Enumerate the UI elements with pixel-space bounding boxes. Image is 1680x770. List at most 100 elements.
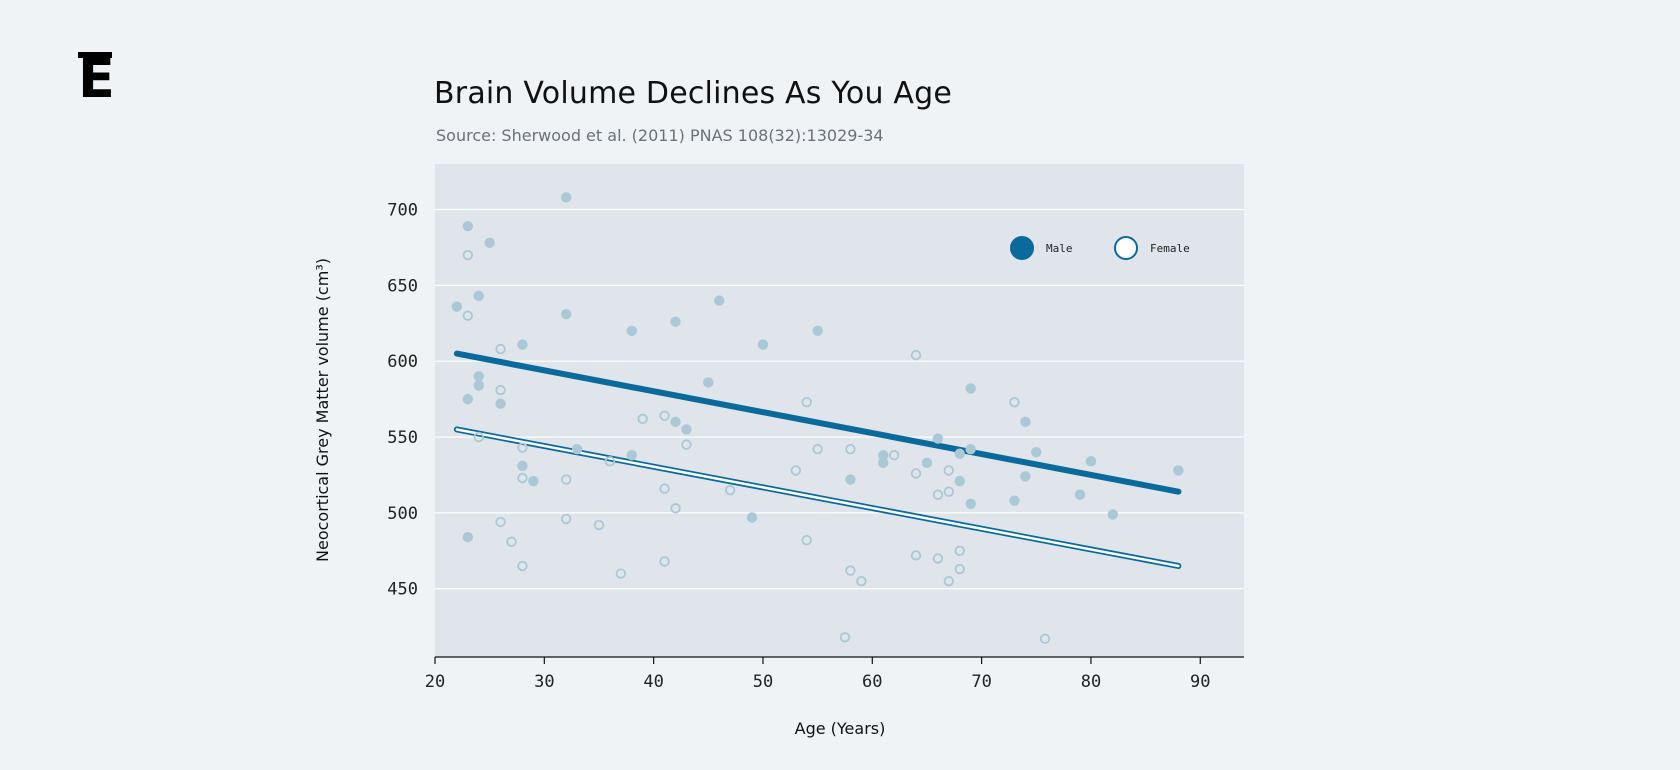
male-point [462, 531, 473, 543]
male-point [965, 443, 976, 455]
male-point [714, 295, 725, 306]
female-point [462, 249, 473, 261]
axes: 450 500 550 600 650 700 20 30 40 50 60 70 80 90 [387, 201, 1244, 692]
female-point [560, 513, 572, 525]
female-point [517, 472, 528, 484]
female-point [604, 456, 616, 467]
female-point [1039, 633, 1051, 644]
x-tick-label: 30 [534, 672, 554, 692]
female-point [495, 384, 506, 396]
y-axis-label: Neocortical Grey Matter volume (cm³) [313, 258, 332, 562]
legend-female-marker [1114, 236, 1138, 260]
male-trend-line [453, 350, 1182, 495]
female-point [910, 349, 922, 361]
female-point [517, 442, 528, 453]
x-tick-label: 80 [1081, 672, 1101, 692]
female-point [954, 545, 965, 557]
male-point [484, 237, 495, 249]
male-point [1074, 489, 1086, 500]
female-point [910, 468, 922, 479]
female-point [593, 519, 605, 531]
female-point [670, 503, 681, 514]
male-point [965, 383, 976, 394]
male-point [473, 290, 484, 302]
male-point [812, 325, 823, 337]
y-tick-label: 500 [387, 504, 418, 524]
male-point [1031, 447, 1042, 458]
chart-title: Brain Volume Declines As You Age [434, 76, 953, 111]
female-point [943, 486, 955, 497]
male-point [495, 398, 506, 409]
male-point [571, 443, 583, 455]
x-tick-label: 40 [643, 672, 663, 692]
female-point [888, 450, 900, 461]
female-point [801, 396, 812, 408]
male-point [473, 380, 484, 391]
legend: Male Female [1010, 236, 1190, 260]
plot-area [435, 164, 1244, 657]
x-tick-label: 50 [753, 672, 773, 692]
female-point [812, 443, 823, 455]
male-point [1009, 495, 1020, 506]
male-point [703, 377, 714, 388]
female-point [659, 410, 670, 422]
female-point [517, 560, 528, 572]
male-point [626, 325, 637, 337]
y-tick-label: 600 [387, 352, 418, 372]
female-point [724, 484, 736, 496]
male-point [932, 433, 944, 444]
female-point [932, 489, 944, 500]
male-point [878, 457, 889, 469]
male-point [921, 457, 933, 469]
male-point [954, 475, 965, 487]
x-tick-label: 90 [1190, 672, 1210, 692]
y-tick-label: 700 [387, 201, 418, 221]
female-point [845, 565, 856, 576]
x-tick-label: 60 [862, 672, 882, 692]
female-point [615, 568, 627, 579]
male-point [954, 448, 965, 459]
male-point [845, 474, 856, 485]
y-tick-label: 650 [387, 276, 418, 296]
male-point [1020, 416, 1031, 428]
male-point [560, 192, 572, 203]
male-point [681, 424, 692, 435]
male-point [965, 498, 976, 509]
female-point [473, 431, 484, 443]
female-point [659, 483, 670, 494]
female-point [954, 563, 965, 575]
female-point [560, 474, 572, 485]
male-point [517, 339, 528, 350]
y-tick-label: 450 [387, 580, 418, 600]
male-point [528, 475, 539, 487]
female-point [801, 534, 812, 546]
male-point [1107, 509, 1119, 520]
male-point [462, 220, 473, 232]
male-point [670, 316, 681, 327]
y-tick-label: 550 [387, 428, 418, 448]
female-point [943, 575, 955, 587]
female-point [506, 536, 517, 547]
female-point [910, 550, 922, 561]
x-tick-label: 70 [971, 672, 991, 692]
male-point [517, 460, 528, 472]
male-point [1173, 465, 1184, 476]
female-point [1009, 396, 1020, 408]
logo-bar [78, 52, 112, 58]
male-point [626, 450, 637, 461]
x-tick-label: 20 [425, 672, 445, 692]
male-point [560, 308, 572, 320]
legend-female-label: Female [1150, 242, 1190, 255]
x-axis-label: Age (Years) [795, 719, 886, 738]
male-point [473, 371, 484, 382]
publisher-logo: E [78, 47, 115, 110]
legend-male-label: Male [1046, 242, 1073, 255]
female-point [943, 465, 955, 476]
female-point [790, 465, 801, 476]
female-point [856, 575, 867, 587]
female-point [659, 556, 670, 567]
female-point [681, 439, 692, 450]
female-point [495, 516, 506, 528]
male-point [670, 416, 681, 428]
male-point [757, 339, 769, 350]
